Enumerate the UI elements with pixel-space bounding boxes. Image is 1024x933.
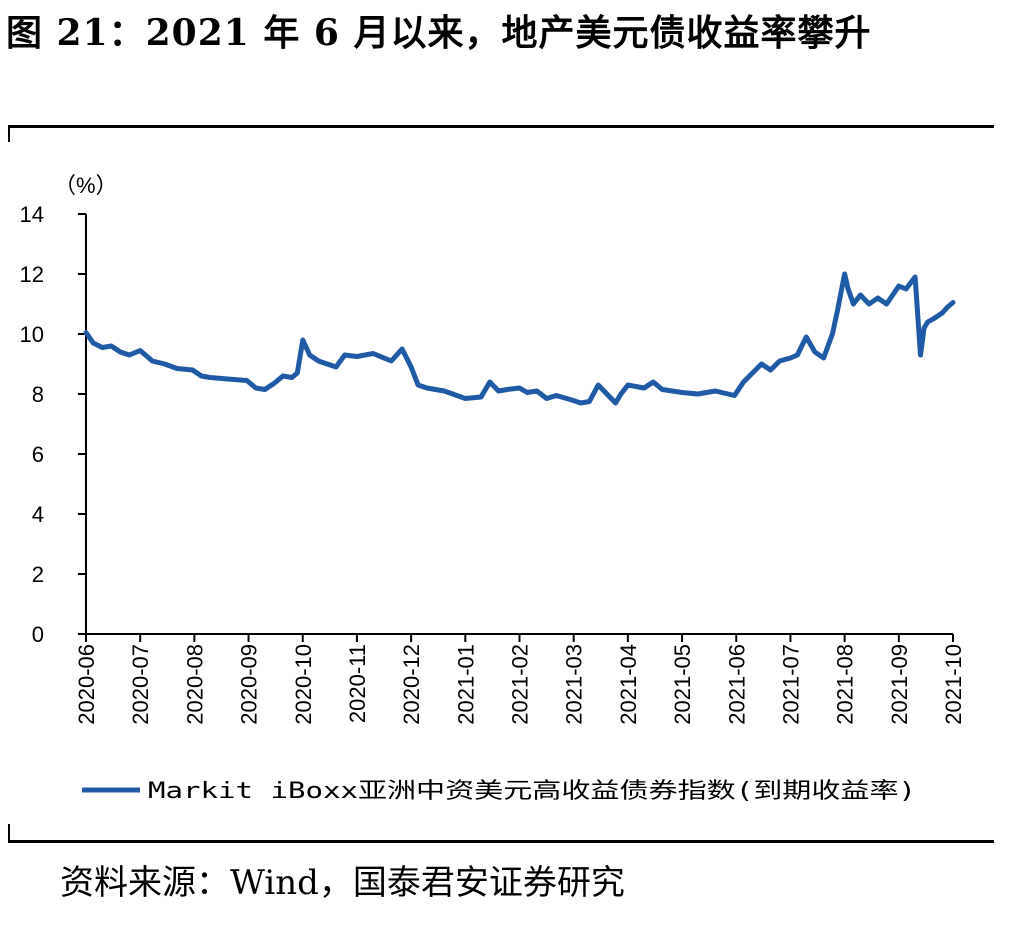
x-tick-label: 2021-02 xyxy=(508,644,533,725)
source-note: 资料来源：Wind，国泰君安证券研究 xyxy=(60,863,625,903)
x-tick-label: 2021-04 xyxy=(616,644,641,725)
y-tick-label: 0 xyxy=(32,622,44,647)
y-tick-label: 4 xyxy=(32,502,44,527)
series-group xyxy=(83,271,956,406)
x-tick-label: 2020-09 xyxy=(237,644,262,725)
x-tick-label: 2021-07 xyxy=(778,644,803,725)
series-line-0 xyxy=(83,271,956,406)
y-tick-label: 6 xyxy=(32,442,44,467)
bottom-rule xyxy=(8,840,994,843)
bottom-rule-tick xyxy=(8,824,10,840)
x-tick-label: 2021-05 xyxy=(670,644,695,725)
figure-title: 图 21：2021 年 6 月以来，地产美元债收益率攀升 xyxy=(6,12,872,54)
y-tick-label: 2 xyxy=(32,562,44,587)
y-tick-label: 8 xyxy=(32,382,44,407)
y-tick-label: 14 xyxy=(20,202,44,227)
x-tick-label: 2021-08 xyxy=(833,644,858,725)
y-axis-unit: （%） xyxy=(54,173,118,198)
top-rule xyxy=(8,125,994,128)
x-tick-label: 2020-12 xyxy=(399,644,424,725)
y-tick-label: 12 xyxy=(20,262,44,287)
y-axis: 0 2 4 6 8 10 12 14 （%） xyxy=(20,173,118,647)
legend: Markit iBoxx亚洲中资美元高收益债券指数(到期收益率) xyxy=(82,779,916,804)
legend-label: Markit iBoxx亚洲中资美元高收益债券指数(到期收益率) xyxy=(148,779,916,804)
x-tick-label: 2021-06 xyxy=(724,644,749,725)
x-tick-label: 2021-03 xyxy=(562,644,587,725)
y-tick-label: 10 xyxy=(20,322,44,347)
x-tick-label: 2020-10 xyxy=(291,644,316,725)
top-rule-tick xyxy=(8,126,10,142)
x-tick-label: 2021-10 xyxy=(941,644,966,725)
x-tick-label: 2020-06 xyxy=(74,644,99,725)
x-tick-label: 2021-01 xyxy=(453,644,478,725)
x-tick-label: 2021-09 xyxy=(887,644,912,725)
x-tick-label: 2020-08 xyxy=(182,644,207,725)
x-tick-label: 2020-07 xyxy=(128,644,153,725)
x-tick-label: 2020-11 xyxy=(345,644,370,723)
x-axis: 2020-06 2020-07 2020-08 2020-09 2020-10 2020-… xyxy=(74,633,966,725)
